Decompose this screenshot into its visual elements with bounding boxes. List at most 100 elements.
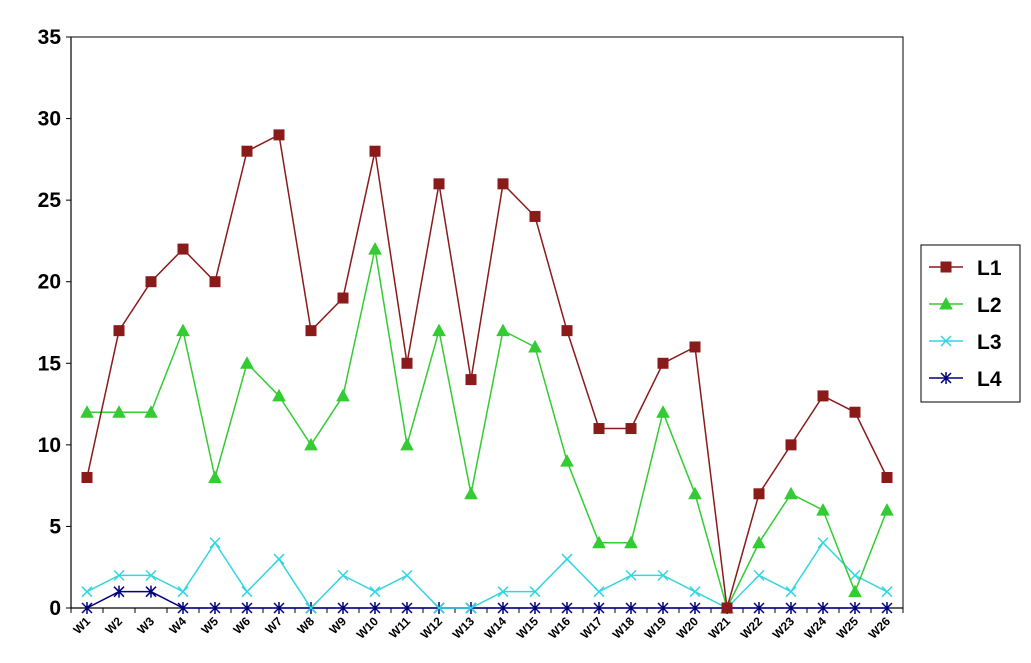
data-point	[940, 261, 952, 273]
data-point	[464, 486, 478, 500]
x-tick-label: W1	[70, 614, 93, 637]
data-point	[369, 586, 381, 598]
data-point	[785, 439, 797, 451]
data-point	[433, 178, 445, 190]
data-point	[497, 586, 509, 598]
data-point	[401, 602, 413, 614]
data-point	[529, 586, 541, 598]
data-point	[625, 602, 637, 614]
legend-item-l2: L2	[929, 294, 1002, 317]
data-point	[337, 292, 349, 304]
series-line	[87, 248, 888, 611]
data-point	[688, 486, 702, 500]
y-tick-label: 35	[38, 26, 62, 49]
x-tick-label: W2	[102, 614, 125, 637]
data-point	[144, 405, 158, 418]
x-tick-label: W6	[230, 614, 253, 637]
data-point	[273, 553, 285, 565]
data-point	[753, 488, 765, 500]
data-point	[433, 602, 445, 614]
data-point	[305, 602, 317, 614]
data-point	[593, 602, 605, 614]
data-point	[432, 323, 446, 337]
data-point	[112, 405, 126, 418]
data-point	[817, 602, 829, 614]
data-point	[81, 602, 93, 614]
data-point	[241, 145, 253, 157]
data-point	[940, 372, 952, 384]
data-point	[689, 586, 701, 598]
y-tick-label: 15	[38, 352, 62, 375]
x-tick-label: W25	[834, 614, 862, 642]
data-point	[785, 586, 797, 598]
data-point	[369, 145, 381, 157]
data-point	[177, 243, 189, 255]
data-point	[465, 374, 477, 386]
y-tick-label: 0	[49, 597, 61, 620]
data-point	[113, 325, 125, 337]
x-tick-label: W15	[514, 614, 542, 642]
x-tick-label: W19	[642, 614, 670, 642]
data-point	[939, 296, 953, 310]
legend-item-l3: L3	[929, 331, 1002, 354]
plot-area	[70, 36, 904, 609]
data-point	[241, 586, 253, 598]
data-point	[753, 569, 765, 581]
data-point	[561, 553, 573, 565]
legend-label: L2	[977, 294, 1002, 317]
data-point	[465, 602, 477, 614]
data-point	[497, 178, 509, 190]
data-point	[625, 423, 637, 435]
data-point	[177, 586, 189, 598]
x-tick-label: W12	[418, 614, 446, 642]
data-point	[593, 586, 605, 598]
legend-item-l4: L4	[929, 368, 1002, 391]
data-point	[209, 276, 221, 288]
data-point	[272, 388, 286, 402]
series-line	[86, 541, 888, 610]
data-point	[560, 454, 574, 467]
x-tick-label: W26	[866, 614, 894, 642]
data-point	[940, 335, 952, 347]
data-point	[369, 602, 381, 614]
legend-label: L4	[977, 368, 1002, 391]
data-point	[209, 537, 221, 549]
x-tick-label: W23	[770, 614, 798, 642]
data-point	[881, 586, 893, 598]
data-point	[145, 569, 157, 581]
data-point	[529, 602, 541, 614]
data-point	[593, 423, 605, 435]
data-point	[689, 602, 701, 614]
data-point	[145, 276, 157, 288]
y-tick-label: 25	[38, 189, 62, 212]
data-point	[113, 585, 125, 598]
data-point	[305, 325, 317, 337]
data-point	[881, 602, 893, 614]
y-tick-label: 30	[38, 108, 61, 131]
data-point	[145, 585, 157, 598]
legend-label: L1	[977, 257, 1002, 280]
data-point	[529, 210, 541, 222]
series-line	[86, 590, 887, 609]
data-point	[241, 602, 253, 614]
data-point	[689, 341, 701, 353]
x-tick-label: W5	[198, 614, 221, 637]
data-point	[849, 602, 861, 614]
data-point	[816, 503, 830, 516]
x-axis-ticks: W1 W2 W3 W4 W5 W6 W7 W8 W9 W10 W11 W12 W13 W14 W15 W16 W…	[70, 614, 893, 642]
data-point	[401, 569, 413, 581]
x-tick-label: W7	[262, 614, 285, 637]
data-point	[656, 405, 670, 418]
x-tick-label: W16	[546, 614, 574, 642]
x-tick-label: W20	[674, 614, 702, 642]
data-point	[240, 356, 254, 369]
data-point	[176, 323, 190, 337]
data-point	[849, 406, 861, 418]
series-l4	[81, 585, 893, 614]
legend-item-l1: L1	[929, 257, 1002, 280]
x-tick-label: W9	[326, 614, 349, 637]
x-tick-label: W11	[386, 614, 413, 641]
series-l3	[81, 537, 893, 614]
series-line	[86, 133, 888, 609]
data-point	[817, 390, 829, 402]
